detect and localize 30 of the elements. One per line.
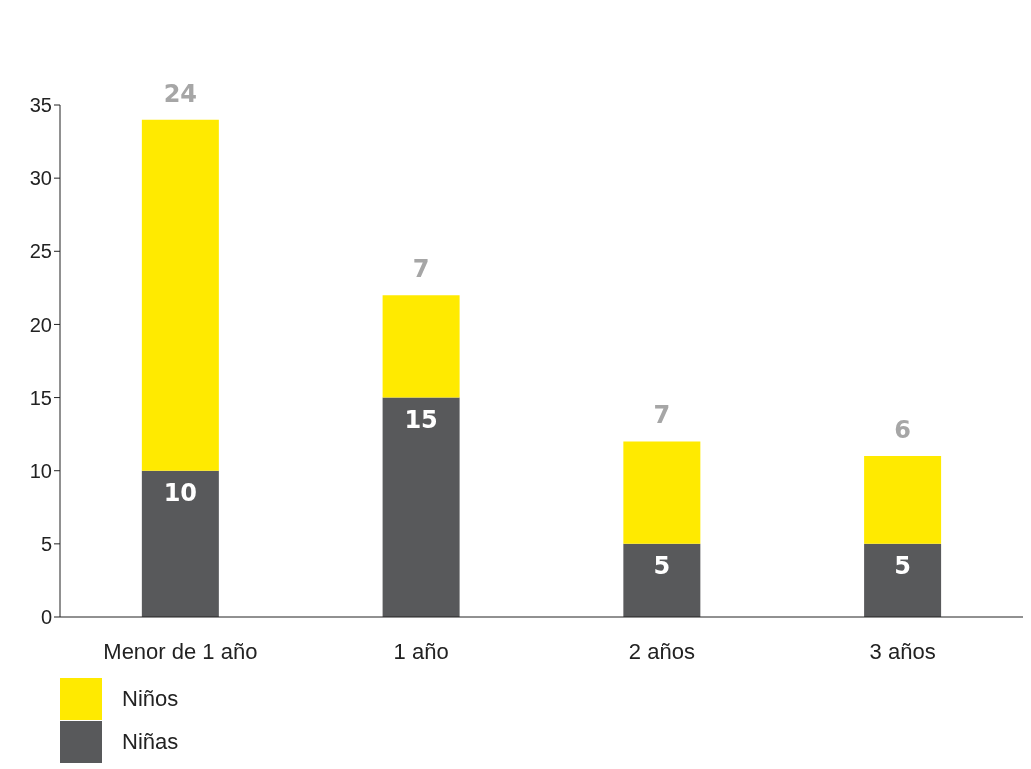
- x-tick-label: 1 año: [393, 638, 449, 664]
- data-label: 10: [163, 478, 198, 507]
- data-label: 5: [653, 551, 671, 580]
- x-tick-label: 2 años: [628, 638, 695, 664]
- y-tick-label: 25: [29, 240, 52, 263]
- bar: [864, 543, 942, 617]
- y-tick-label: 35: [29, 94, 52, 117]
- x-tick-label: 3 años: [869, 638, 936, 664]
- data-label: 7: [412, 255, 430, 284]
- legend-label: Niños: [122, 685, 179, 712]
- x-tick-label: Menor de 1 año: [103, 638, 258, 664]
- bar: [141, 470, 219, 617]
- data-label: 7: [653, 401, 671, 430]
- data-label: 24: [163, 79, 198, 108]
- bar: [141, 119, 219, 471]
- bar: [382, 295, 460, 398]
- y-tick-label: 0: [40, 606, 52, 629]
- data-label: 15: [404, 405, 438, 434]
- y-tick-label: 30: [29, 167, 52, 190]
- data-label: 6: [894, 416, 911, 445]
- bar: [623, 441, 701, 544]
- bar: [623, 543, 701, 617]
- bar: [382, 397, 460, 617]
- y-tick-label: 20: [29, 313, 52, 336]
- y-tick-label: 10: [29, 459, 52, 482]
- y-tick-label: 15: [29, 386, 52, 409]
- y-tick-label: 5: [40, 532, 52, 555]
- data-label: 5: [894, 551, 911, 580]
- legend-label: Niñas: [122, 728, 179, 755]
- bar: [864, 456, 942, 544]
